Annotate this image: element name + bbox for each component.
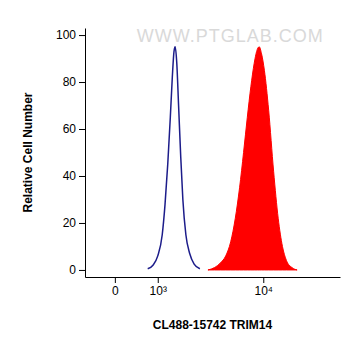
y-tick: 0 (69, 263, 85, 277)
y-tick-mark (79, 223, 85, 224)
histogram-line (148, 47, 200, 269)
x-tick-mark (263, 277, 264, 283)
y-tick: 40 (63, 169, 85, 183)
y-axis-line (85, 29, 86, 278)
x-axis-title: CL488-15742 TRIM14 (153, 318, 273, 332)
y-tick-mark (79, 129, 85, 130)
y-tick-label: 100 (56, 28, 76, 42)
y-tick-mark (79, 82, 85, 83)
y-tick: 60 (63, 122, 85, 136)
x-axis: 0 10³ 10⁴ (86, 277, 341, 298)
watermark: WWW.PTGLAB.COM (137, 26, 324, 46)
y-tick: 100 (56, 28, 85, 42)
y-tick-label: 40 (63, 169, 77, 183)
x-tick: 0 (112, 277, 119, 298)
x-tick-label: 10⁴ (255, 284, 274, 298)
y-tick: 80 (63, 75, 85, 89)
y-tick-mark (79, 35, 85, 36)
y-tick-mark (79, 176, 85, 177)
y-axis-title: Relative Cell Number (21, 92, 35, 212)
x-tick-label: 10³ (150, 284, 167, 298)
y-axis: 0 20 40 60 80 100 (56, 28, 86, 277)
y-tick-label: 60 (63, 122, 77, 136)
x-tick-label: 0 (112, 284, 119, 298)
x-axis-line (86, 277, 341, 278)
x-tick-mark (115, 277, 116, 283)
plot-area (148, 47, 297, 270)
x-tick: 10³ (150, 277, 167, 298)
y-tick-label: 20 (63, 216, 77, 230)
y-tick: 20 (63, 216, 85, 230)
histogram-area (208, 47, 297, 270)
x-tick-mark (158, 277, 159, 283)
chart: WWW.PTGLAB.COM 0 10³ 10⁴ 0 20 40 60 80 100 CL488-1… (0, 0, 361, 356)
y-tick-label: 0 (69, 263, 76, 277)
x-tick: 10⁴ (255, 277, 274, 298)
y-tick-label: 80 (63, 75, 77, 89)
y-tick-mark (79, 270, 85, 271)
